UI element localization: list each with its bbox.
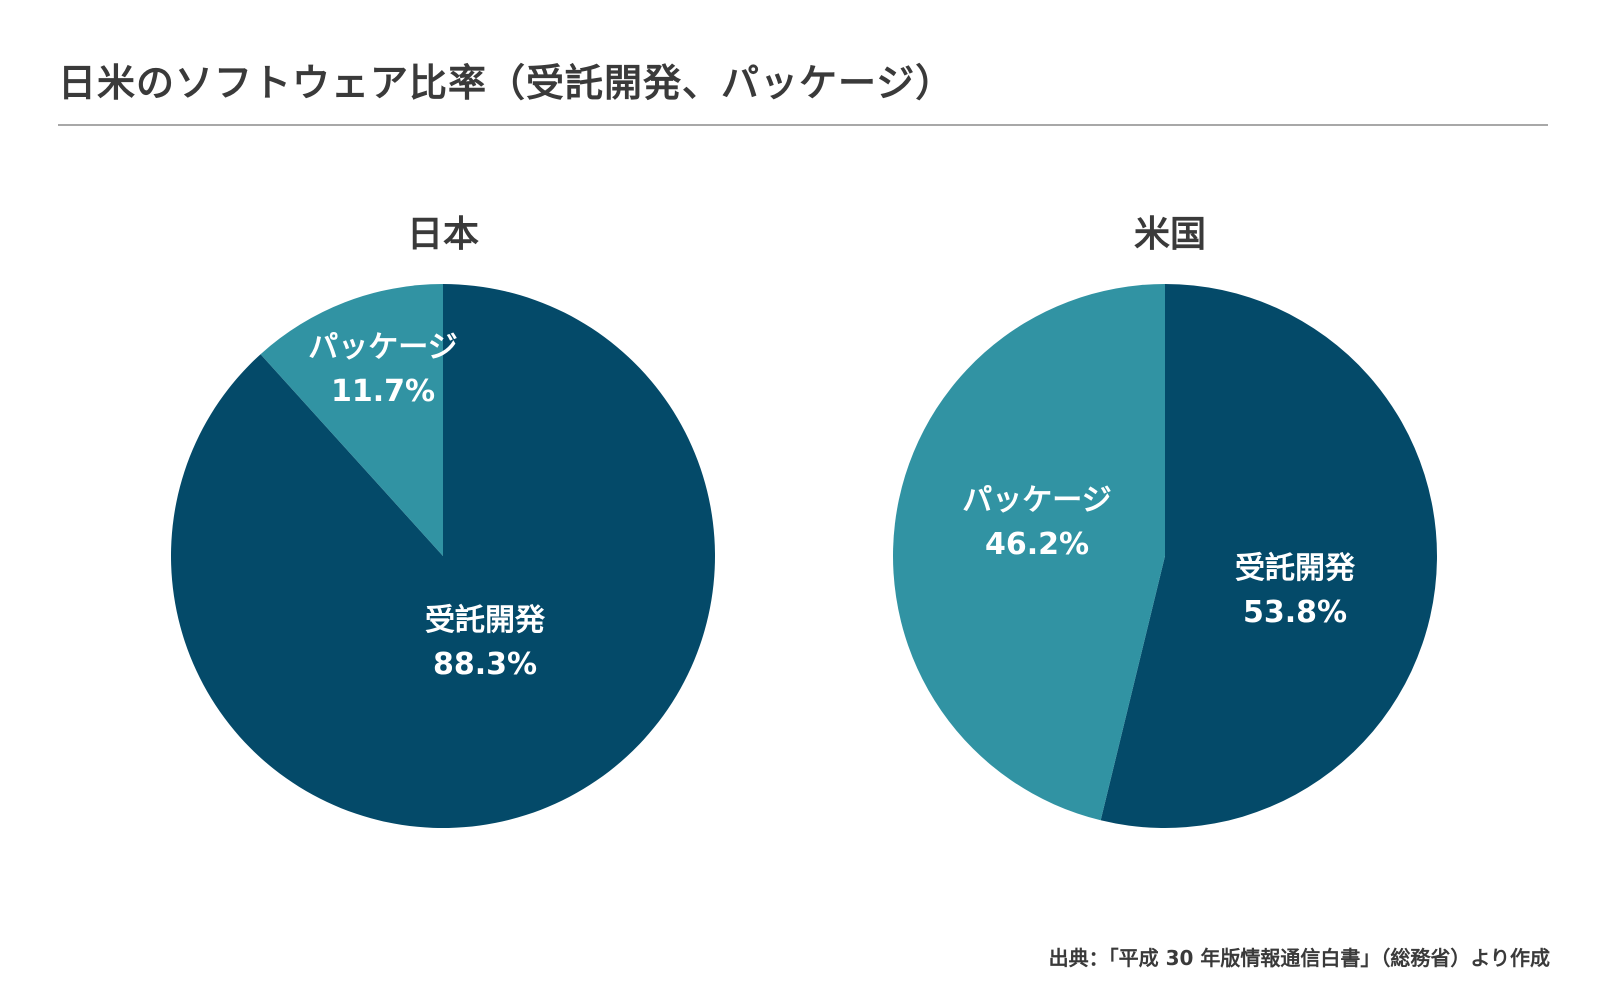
slice-label-japan-0: 受託開発 [425,603,546,638]
slice-label-usa-1: パッケージ [962,483,1111,518]
slice-value-usa-1: 46.2% [985,527,1089,562]
chart-title-usa: 米国 [1133,214,1206,255]
pie-slice-japan-1 [260,284,443,556]
slice-value-usa-0: 53.8% [1243,595,1347,630]
slice-value-japan-0: 88.3% [433,647,537,682]
pie-chart-usa: 受託開発 53.8% パッケージ 46.2% [893,284,1438,828]
pie-slice-usa-0 [1100,284,1438,828]
pie-chart-japan: 受託開発 88.3% パッケージ 11.7% [171,284,716,828]
page-title: 日米のソフトウェア比率（受託開発、パッケージ） [58,61,955,105]
pie-slice-usa-1 [893,284,1165,821]
source-note: 出典：「平成 30 年版情報通信白書」（総務省）より作成 [1048,946,1550,970]
slice-label-usa-0: 受託開発 [1235,551,1356,586]
slice-value-japan-1: 11.7% [331,374,435,409]
chart-title-japan: 日本 [406,214,479,255]
title-divider [58,124,1548,126]
slice-label-japan-1: パッケージ [308,330,457,365]
